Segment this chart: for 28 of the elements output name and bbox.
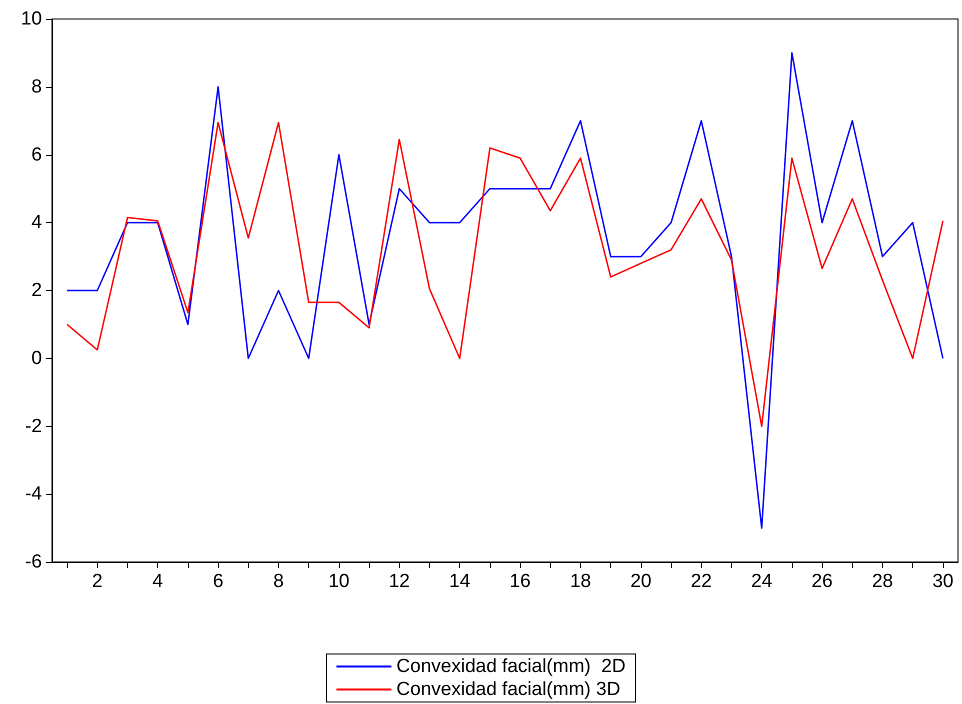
x-tick-label: 18 (570, 571, 592, 592)
x-tick-label: 16 (510, 571, 531, 592)
x-tick-label: 10 (328, 571, 350, 592)
y-tick-label: 2 (31, 280, 42, 301)
legend-label: Convexidad facial(mm) 2D (396, 656, 626, 677)
y-tick-label: 6 (31, 144, 42, 166)
y-tick-label: 4 (31, 212, 42, 234)
x-tick-label: 2 (92, 571, 103, 592)
x-tick-label: 24 (751, 571, 773, 592)
x-tick-label: 12 (388, 571, 410, 592)
y-tick-label: -6 (25, 552, 42, 572)
x-tick-label: 8 (273, 571, 284, 592)
x-tick-label: 30 (932, 571, 954, 592)
y-tick-label: 10 (20, 8, 42, 30)
y-tick-label: -2 (25, 416, 42, 437)
line-series (66, 122, 944, 427)
x-tick-label: 14 (449, 571, 471, 592)
x-tick-label: 22 (690, 571, 712, 592)
x-tick-label: 28 (872, 571, 894, 592)
y-tick-label: 0 (31, 348, 42, 369)
legend-label: Convexidad facial(mm) 3D (396, 679, 620, 700)
x-tick-label: 4 (152, 571, 164, 592)
y-tick-label: -4 (25, 484, 42, 505)
x-tick-label: 6 (212, 571, 224, 592)
line-series (66, 52, 944, 529)
x-tick-label: 20 (630, 571, 652, 592)
y-tick-label: 8 (31, 76, 42, 98)
x-tick-label: 26 (812, 571, 833, 592)
